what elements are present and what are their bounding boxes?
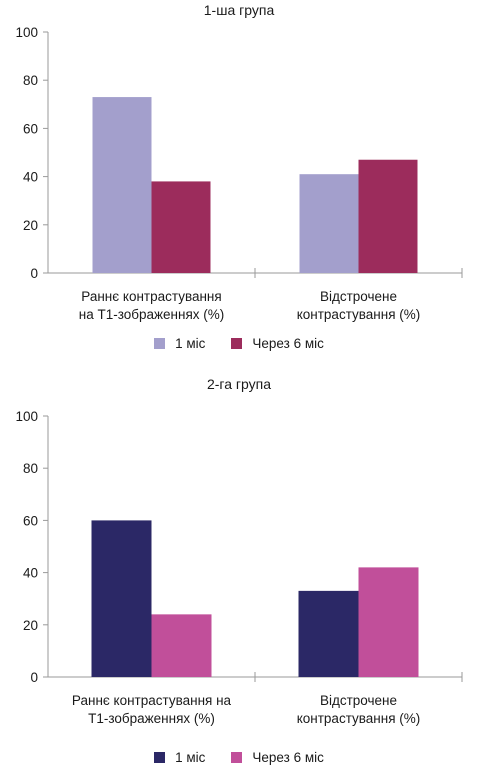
legend-label: Через 6 міс <box>252 336 324 351</box>
y-tick-label: 20 <box>23 218 38 233</box>
chart-group-1: 1-ша група 0 20 40 60 80 100 Раннє контрастува… <box>0 0 478 362</box>
legend-item-cherez-6-mis: Через 6 міс <box>231 336 324 351</box>
legend-swatch <box>154 338 166 349</box>
legend-swatch <box>154 752 166 763</box>
chart-title: 2-га група <box>206 376 272 392</box>
legend-label: Через 6 міс <box>252 750 324 765</box>
x-tick-label-line: Т1-зображеннях (%) <box>88 711 215 726</box>
chart-group-2: 2-га група 0 20 40 60 80 100 Раннє контрастува… <box>0 372 478 769</box>
legend-item-1-mis: 1 міс <box>154 336 205 351</box>
chart-title: 1-ша група <box>203 2 275 18</box>
y-tick-label: 100 <box>15 25 38 40</box>
legend-label: 1 міс <box>175 750 206 765</box>
y-tick-label: 80 <box>23 461 38 476</box>
legend-item-cherez-6-mis: Через 6 міс <box>231 750 324 765</box>
y-tick-label: 100 <box>15 409 38 424</box>
bar <box>298 590 359 677</box>
chart-plot: 0 20 40 60 80 100 Раннє контрастування на Т1-зо… <box>15 25 463 322</box>
x-tick-label-line: Раннє контрастування на <box>72 693 232 708</box>
bar <box>92 97 152 273</box>
x-tick-label: Відстрочене контрастування (%) <box>297 693 421 726</box>
y-tick-label: 40 <box>23 170 38 185</box>
y-tick-label: 0 <box>30 670 38 685</box>
chart-legend: 1 міс Через 6 міс <box>0 336 478 351</box>
chart-legend: 1 міс Через 6 міс <box>0 750 478 765</box>
bar <box>358 159 418 273</box>
chart-plot: 0 20 40 60 80 100 Раннє контрастування на Т1-зо… <box>15 409 463 726</box>
x-tick-label-line: на Т1-зображеннях (%) <box>79 307 225 322</box>
x-tick-label-line: контрастування (%) <box>297 711 421 726</box>
x-tick-label: Раннє контрастування на Т1-зображеннях (%… <box>72 693 232 726</box>
y-tick-label: 60 <box>23 121 38 136</box>
bar <box>358 567 419 677</box>
y-tick-label: 0 <box>30 266 38 281</box>
bar <box>151 181 211 273</box>
legend-label: 1 міс <box>175 336 206 351</box>
y-tick-label: 80 <box>23 73 38 88</box>
x-tick-label-line: Відстрочене <box>320 693 397 708</box>
bar <box>151 614 212 677</box>
y-tick-label: 20 <box>23 618 38 633</box>
x-tick-label-line: Раннє контрастування <box>81 289 221 304</box>
x-tick-label: Раннє контрастування на Т1-зображеннях (%… <box>79 289 225 322</box>
bar <box>91 520 152 677</box>
x-tick-label: Відстрочене контрастування (%) <box>297 289 421 322</box>
x-tick-label-line: контрастування (%) <box>297 307 421 322</box>
y-tick-label: 40 <box>23 566 38 581</box>
legend-swatch <box>231 338 243 349</box>
bar <box>299 174 359 273</box>
legend-item-1-mis: 1 міс <box>154 750 205 765</box>
legend-swatch <box>231 752 243 763</box>
y-tick-label: 60 <box>23 513 38 528</box>
x-tick-label-line: Відстрочене <box>320 289 397 304</box>
